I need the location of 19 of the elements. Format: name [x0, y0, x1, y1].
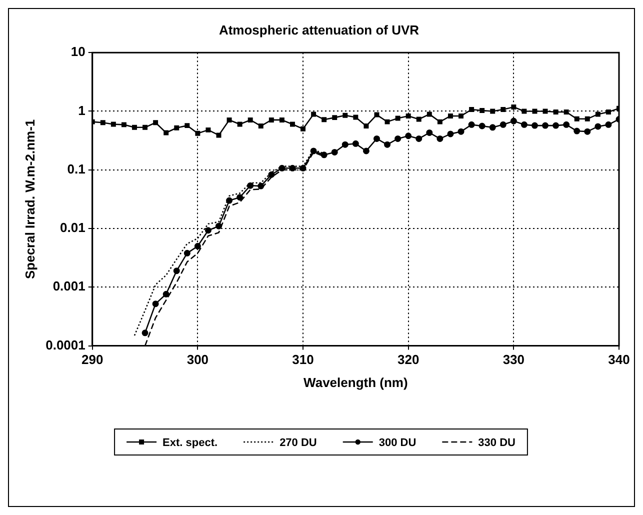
y-tick-label: 0.0001 [46, 337, 86, 352]
x-axis-title: Wavelength (nm) [304, 374, 408, 390]
x-tick-label: 340 [608, 352, 630, 368]
legend-label: 270 DU [280, 437, 317, 450]
y-tick-label: 1 [78, 102, 86, 118]
y-tick-label: 0.1 [67, 161, 86, 176]
legend-label: 330 DU [478, 437, 516, 450]
y-tick-label: 10 [70, 44, 86, 60]
legend-label: 300 DU [378, 437, 416, 450]
x-tick-label: 320 [397, 352, 420, 368]
x-tick-label: 300 [186, 352, 209, 368]
x-tick-label: 290 [82, 352, 104, 368]
legend-label: Ext. spect. [162, 437, 218, 450]
y-tick-label: 0.01 [60, 220, 86, 236]
chart-title: Atmospheric attenuation of UVR [218, 22, 420, 38]
x-tick-label: 310 [292, 352, 314, 368]
y-axis-title: Specral Irrad. W.m-2.nm-1 [22, 119, 38, 280]
x-tick-label: 330 [502, 352, 525, 368]
y-tick-label: 0.001 [52, 278, 86, 294]
